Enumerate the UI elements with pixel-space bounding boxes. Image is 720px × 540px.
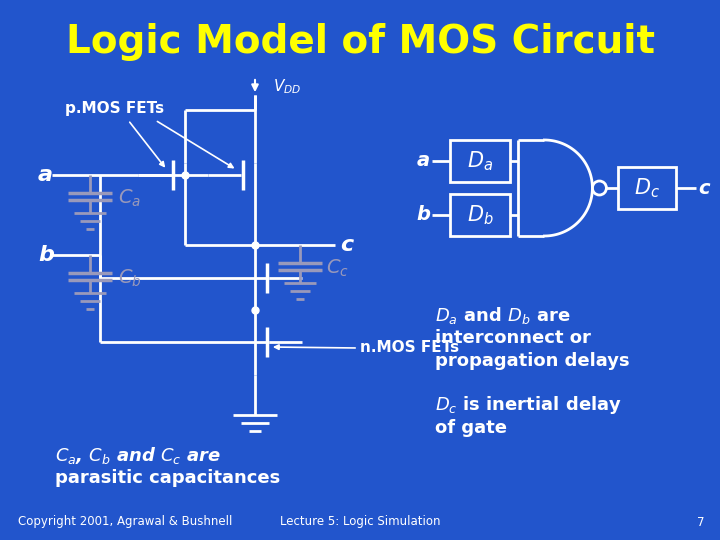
Text: $D_a$: $D_a$	[467, 149, 493, 173]
Text: a: a	[38, 165, 53, 185]
Text: Lecture 5: Logic Simulation: Lecture 5: Logic Simulation	[280, 516, 440, 529]
Bar	[450, 194, 510, 236]
Text: parasitic capacitances: parasitic capacitances	[55, 469, 280, 487]
Text: $C_c$: $C_c$	[326, 258, 349, 279]
Bar	[618, 167, 676, 209]
Text: $C_a$: $C_a$	[118, 187, 141, 208]
Text: $D_a$ and $D_b$ are: $D_a$ and $D_b$ are	[435, 305, 570, 326]
Text: interconnect or: interconnect or	[435, 329, 591, 347]
Text: Copyright 2001, Agrawal & Bushnell: Copyright 2001, Agrawal & Bushnell	[18, 516, 233, 529]
Text: of gate: of gate	[435, 419, 507, 437]
Text: c: c	[698, 179, 710, 198]
Text: 7: 7	[698, 516, 705, 529]
Text: $V_{DD}$: $V_{DD}$	[273, 78, 302, 96]
Text: p.MOS FETs: p.MOS FETs	[65, 100, 164, 116]
Text: b: b	[416, 206, 430, 225]
Text: Logic Model of MOS Circuit: Logic Model of MOS Circuit	[66, 23, 654, 61]
Text: b: b	[38, 245, 54, 265]
Text: a: a	[417, 152, 430, 171]
Text: $C_b$: $C_b$	[118, 267, 142, 289]
Text: c: c	[340, 235, 354, 255]
Bar	[450, 140, 510, 182]
Text: n.MOS FETs: n.MOS FETs	[360, 341, 459, 355]
Text: $D_c$: $D_c$	[634, 176, 660, 200]
Text: $D_c$ is inertial delay: $D_c$ is inertial delay	[435, 394, 622, 416]
Text: $D_b$: $D_b$	[467, 203, 493, 227]
Text: $C_a$, $C_b$ and $C_c$ are: $C_a$, $C_b$ and $C_c$ are	[55, 444, 221, 465]
Text: propagation delays: propagation delays	[435, 352, 629, 370]
